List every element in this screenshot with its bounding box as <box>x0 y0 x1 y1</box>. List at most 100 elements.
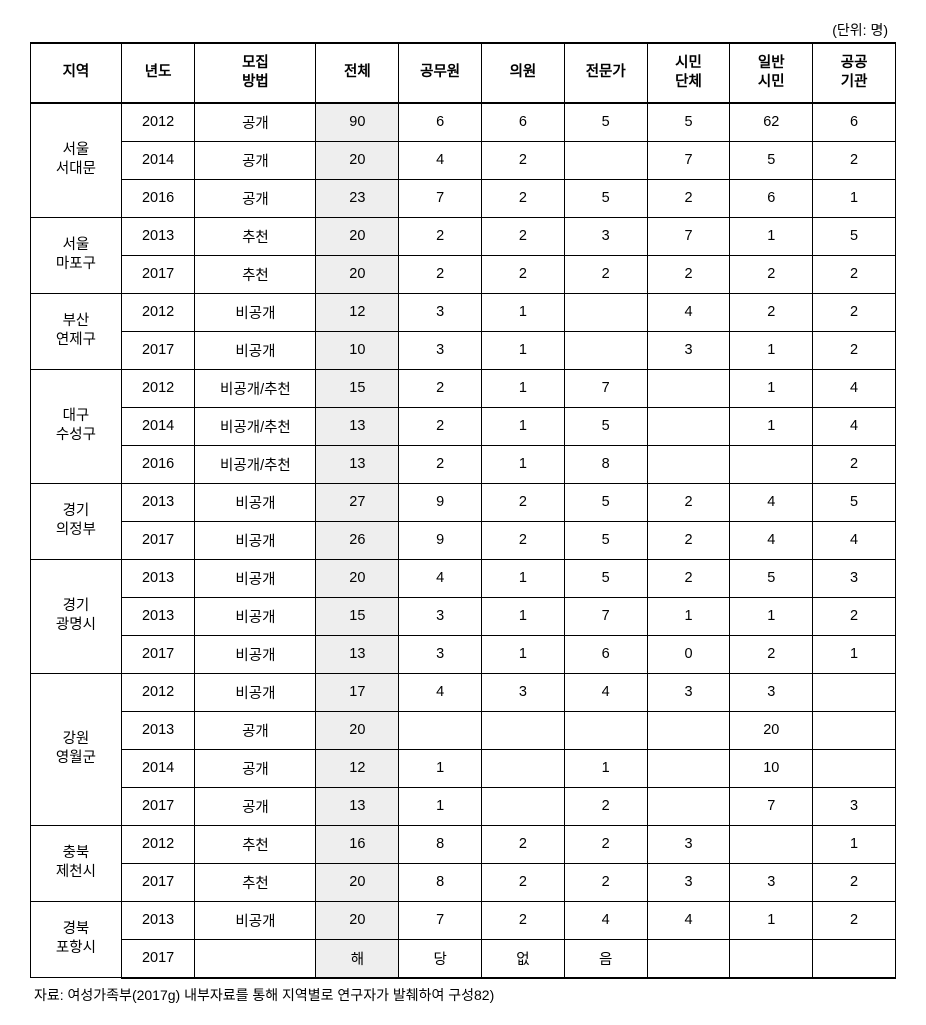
data-cell: 13 <box>316 407 399 445</box>
region-cell: 서울마포구 <box>31 217 122 293</box>
data-cell: 2 <box>730 293 813 331</box>
data-cell: 9 <box>399 483 482 521</box>
data-cell: 7 <box>564 597 647 635</box>
data-cell: 17 <box>316 673 399 711</box>
data-cell: 2 <box>482 901 565 939</box>
data-cell: 1 <box>482 293 565 331</box>
data-cell <box>813 749 896 787</box>
data-cell: 3 <box>399 293 482 331</box>
data-cell: 비공개 <box>195 331 316 369</box>
data-cell: 10 <box>730 749 813 787</box>
data-cell <box>564 711 647 749</box>
table-row: 2014공개121110 <box>31 749 896 787</box>
data-cell: 1 <box>399 787 482 825</box>
data-cell <box>813 939 896 978</box>
data-cell: 7 <box>564 369 647 407</box>
data-cell: 6 <box>730 179 813 217</box>
data-cell: 5 <box>564 483 647 521</box>
data-cell: 비공개 <box>195 901 316 939</box>
data-cell: 2012 <box>121 369 195 407</box>
region-cell: 경기의정부 <box>31 483 122 559</box>
data-cell: 20 <box>316 559 399 597</box>
table-row: 2013비공개15317112 <box>31 597 896 635</box>
data-cell: 2017 <box>121 521 195 559</box>
table-row: 2014비공개/추천1321514 <box>31 407 896 445</box>
data-cell: 12 <box>316 749 399 787</box>
data-cell: 1 <box>482 559 565 597</box>
data-cell: 2012 <box>121 825 195 863</box>
data-cell: 2012 <box>121 293 195 331</box>
table-row: 강원영월군2012비공개1743433 <box>31 673 896 711</box>
table-body: 서울서대문2012공개9066556262014공개20427522016공개2… <box>31 103 896 978</box>
data-cell: 2 <box>564 863 647 901</box>
data-cell <box>399 711 482 749</box>
data-cell: 2017 <box>121 939 195 978</box>
data-cell: 2 <box>813 597 896 635</box>
data-cell: 1 <box>813 179 896 217</box>
data-cell: 2 <box>399 369 482 407</box>
data-cell: 4 <box>399 141 482 179</box>
data-cell: 추천 <box>195 863 316 901</box>
data-cell: 2 <box>399 407 482 445</box>
data-cell: 6 <box>399 103 482 142</box>
data-cell: 20 <box>316 217 399 255</box>
data-cell: 비공개 <box>195 635 316 673</box>
data-cell: 6 <box>813 103 896 142</box>
data-cell: 7 <box>647 217 730 255</box>
data-cell: 8 <box>399 863 482 901</box>
data-cell: 6 <box>564 635 647 673</box>
data-cell <box>730 825 813 863</box>
data-cell: 2 <box>399 445 482 483</box>
data-cell: 3 <box>482 673 565 711</box>
data-cell: 4 <box>813 369 896 407</box>
table-row: 2017비공개13316021 <box>31 635 896 673</box>
data-cell: 2017 <box>121 787 195 825</box>
data-cell: 3 <box>813 787 896 825</box>
data-cell: 20 <box>316 863 399 901</box>
data-cell: 추천 <box>195 217 316 255</box>
data-cell: 7 <box>399 901 482 939</box>
data-cell: 3 <box>647 331 730 369</box>
data-cell: 15 <box>316 597 399 635</box>
data-cell: 15 <box>316 369 399 407</box>
data-cell: 2 <box>482 179 565 217</box>
data-cell: 비공개 <box>195 597 316 635</box>
data-cell: 1 <box>482 445 565 483</box>
data-cell: 5 <box>813 483 896 521</box>
col-header: 전문가 <box>564 43 647 103</box>
data-cell <box>564 141 647 179</box>
data-cell: 90 <box>316 103 399 142</box>
data-cell: 2012 <box>121 673 195 711</box>
region-cell: 경기광명시 <box>31 559 122 673</box>
data-cell: 0 <box>647 635 730 673</box>
data-cell: 1 <box>730 369 813 407</box>
data-cell: 2013 <box>121 483 195 521</box>
data-cell: 2 <box>482 521 565 559</box>
data-cell: 2013 <box>121 217 195 255</box>
data-cell: 4 <box>647 901 730 939</box>
data-cell <box>647 407 730 445</box>
data-cell: 2014 <box>121 749 195 787</box>
data-cell: 공개 <box>195 749 316 787</box>
data-cell: 2016 <box>121 445 195 483</box>
data-cell <box>482 787 565 825</box>
data-cell: 공개 <box>195 179 316 217</box>
data-cell: 3 <box>564 217 647 255</box>
data-cell: 8 <box>564 445 647 483</box>
data-cell: 비공개/추천 <box>195 369 316 407</box>
data-cell: 2 <box>482 863 565 901</box>
data-cell: 4 <box>813 407 896 445</box>
data-cell: 음 <box>564 939 647 978</box>
region-cell: 충북제천시 <box>31 825 122 901</box>
region-cell: 강원영월군 <box>31 673 122 825</box>
data-cell: 2 <box>730 255 813 293</box>
data-cell: 7 <box>399 179 482 217</box>
table-row: 2013공개2020 <box>31 711 896 749</box>
data-cell: 2 <box>482 483 565 521</box>
data-cell <box>482 711 565 749</box>
data-cell: 1 <box>647 597 730 635</box>
data-cell: 2013 <box>121 559 195 597</box>
table-row: 충북제천시2012추천1682231 <box>31 825 896 863</box>
data-cell: 1 <box>730 597 813 635</box>
data-cell: 2 <box>647 559 730 597</box>
